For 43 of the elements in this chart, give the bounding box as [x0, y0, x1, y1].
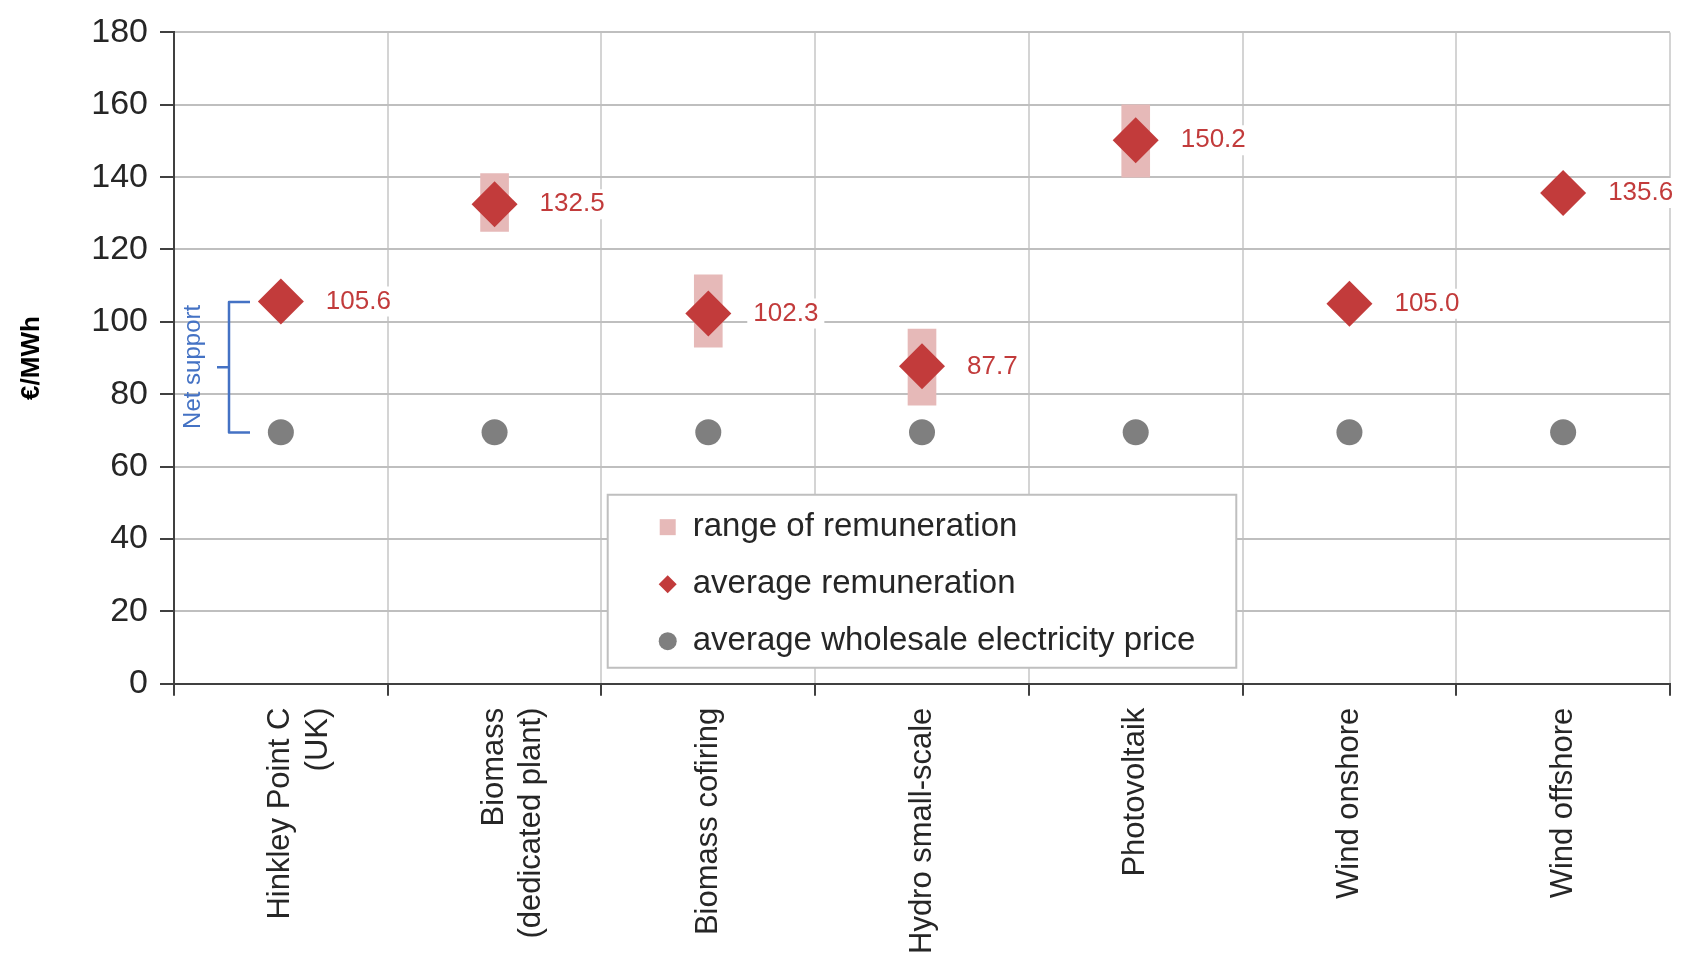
x-tick-label: Hydro small-scale — [902, 707, 938, 955]
x-tick-label: Hinkley Point C (UK) — [261, 707, 334, 920]
legend-label: range of remuneration — [692, 506, 1018, 544]
data-label: 102.3 — [753, 296, 819, 327]
y-tick-label: 120 — [91, 227, 148, 266]
data-label: 135.6 — [1608, 176, 1674, 207]
annotation: Net support — [178, 304, 206, 429]
point — [1540, 170, 1587, 217]
point — [695, 419, 722, 446]
x-tick-label: Photovoltaik — [1116, 707, 1152, 877]
point — [1112, 117, 1159, 164]
data-label: 132.5 — [539, 187, 605, 218]
y-tick-label: 140 — [91, 155, 148, 194]
point — [481, 419, 508, 446]
point — [1122, 419, 1149, 446]
y-tick-label: 160 — [91, 83, 148, 122]
y-tick-label: 60 — [110, 444, 148, 483]
x-tick-label: Biomass cofiring — [688, 707, 724, 936]
y-tick-label: 80 — [110, 372, 148, 411]
y-axis-title: €/MWh — [14, 316, 45, 400]
point — [1550, 419, 1577, 446]
point — [1326, 280, 1373, 327]
point — [909, 419, 935, 446]
point — [1336, 419, 1363, 446]
point — [257, 278, 304, 325]
point — [899, 343, 945, 390]
y-tick-label: 180 — [91, 10, 148, 49]
y-tick-label: 100 — [91, 300, 148, 339]
point — [267, 419, 294, 446]
data-label: 150.2 — [1180, 123, 1246, 154]
legend-label: average remuneration — [692, 563, 1016, 601]
x-tick-label: Biomass (dedicated plant) — [475, 707, 548, 939]
point — [685, 290, 732, 337]
data-label: 87.7 — [967, 349, 1018, 380]
point — [471, 181, 518, 228]
x-tick-label: Wind offshore — [1543, 707, 1579, 899]
data-label: 105.0 — [1394, 286, 1460, 317]
y-tick-label: 20 — [110, 589, 148, 628]
x-tick-label: Wind onshore — [1329, 707, 1365, 899]
y-tick-label: 40 — [110, 517, 148, 556]
data-label: 105.6 — [325, 284, 391, 315]
y-tick-label: 0 — [129, 662, 148, 701]
legend-label: average wholesale electricity price — [692, 620, 1196, 658]
